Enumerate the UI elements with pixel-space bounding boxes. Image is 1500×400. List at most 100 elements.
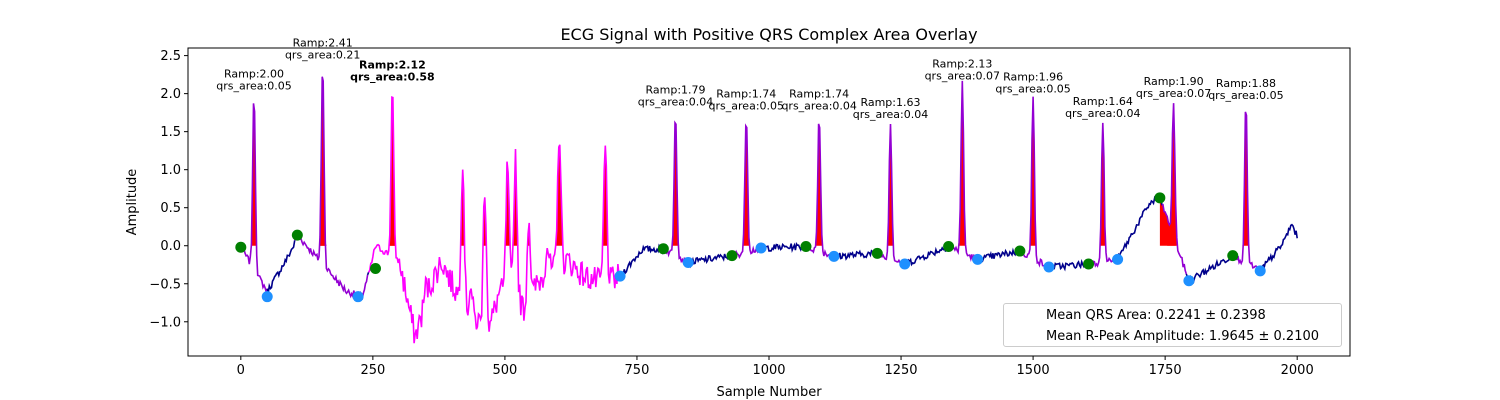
signal-segment — [366, 272, 370, 276]
y-tick-label: −1.0 — [149, 315, 181, 330]
peak-annotation-ramp: Ramp:1.74 — [716, 87, 776, 100]
offset-marker — [899, 258, 911, 270]
peak-annotation-area: qrs_area:0.58 — [350, 71, 435, 84]
y-tick-label: 0.0 — [160, 239, 181, 254]
peak-annotation-area: qrs_area:0.05 — [995, 83, 1070, 96]
peak-annotation-area: qrs_area:0.04 — [853, 108, 928, 121]
qrs-area-fill — [1159, 103, 1176, 246]
peak-annotation-ramp: Ramp:1.79 — [645, 84, 705, 97]
offset-marker — [614, 270, 626, 282]
offset-marker — [682, 256, 694, 268]
qrs-area-fill — [1026, 96, 1040, 246]
offset-marker — [828, 250, 840, 262]
qrs-area-fill — [372, 97, 611, 246]
x-tick-label: 250 — [360, 363, 385, 378]
offset-marker — [972, 253, 984, 265]
legend-entry-mean-qrs-area: Mean QRS Area: 0.2241 ± 0.2398 — [1046, 308, 1266, 323]
peak-annotation-area: qrs_area:0.05 — [216, 80, 291, 93]
annotation-layer: Ramp:2.00qrs_area:0.05Ramp:2.41qrs_area:… — [216, 36, 1283, 120]
peak-annotation-ramp: Ramp:1.90 — [1144, 75, 1204, 88]
signal-segment — [950, 80, 976, 262]
y-tick-label: 1.0 — [160, 163, 181, 178]
peak-annotation-ramp: Ramp:2.13 — [932, 58, 992, 71]
offset-marker — [352, 291, 364, 303]
x-tick-label: 1250 — [884, 363, 917, 378]
peak-annotation-ramp: Ramp:2.00 — [224, 68, 284, 81]
offset-marker — [1254, 265, 1266, 277]
onset-marker — [943, 240, 955, 252]
x-tick-label: 500 — [492, 363, 517, 378]
peak-annotation-area: qrs_area:0.07 — [1136, 87, 1211, 100]
onset-marker — [1154, 192, 1166, 204]
onset-marker — [1227, 250, 1239, 262]
qrs-area-fill — [309, 76, 347, 246]
onset-marker — [1083, 258, 1095, 270]
peak-annotation-ramp: Ramp:1.63 — [860, 96, 920, 109]
x-tick-label: 2000 — [1281, 363, 1314, 378]
y-tick-label: 0.5 — [160, 201, 181, 216]
signal-segment — [266, 240, 296, 293]
onset-marker — [726, 250, 738, 262]
x-tick-label: 0 — [237, 363, 245, 378]
signal-segment — [1259, 223, 1298, 270]
qrs-area-fill — [1096, 122, 1110, 246]
x-tick-label: 1000 — [752, 363, 785, 378]
signal-segment — [878, 123, 904, 267]
peak-annotation-area: qrs_area:0.04 — [781, 99, 856, 112]
signal-segment — [1114, 194, 1163, 263]
qrs-area-fill — [247, 103, 261, 246]
qrs-area-fill — [1239, 111, 1253, 246]
peak-annotation-ramp: Ramp:2.41 — [293, 36, 353, 49]
signal-segment — [1020, 96, 1047, 268]
peak-annotation-area: qrs_area:0.21 — [285, 48, 360, 61]
signal-segment — [294, 76, 369, 300]
peak-annotation-ramp: Ramp:2.12 — [359, 59, 426, 72]
y-tick-label: 2.0 — [160, 87, 181, 102]
signal-segment — [832, 249, 880, 261]
y-tick-label: −0.5 — [149, 277, 181, 292]
signal-segment — [806, 123, 833, 259]
x-tick-label: 750 — [625, 363, 650, 378]
y-tick-label: 1.5 — [160, 125, 181, 140]
peak-annotation-ramp: Ramp:1.88 — [1216, 77, 1276, 90]
legend: Mean QRS Area: 0.2241 ± 0.2398 Mean R-Pe… — [1003, 303, 1342, 347]
signal-segment — [1090, 122, 1117, 269]
peak-annotation-ramp: Ramp:1.96 — [1003, 71, 1063, 84]
signal-segment — [1161, 103, 1188, 275]
marker-layer — [235, 192, 1266, 303]
peak-annotation-area: qrs_area:0.05 — [1208, 89, 1283, 102]
signal-layer — [240, 76, 1298, 344]
chart-title: ECG Signal with Positive QRS Complex Are… — [560, 25, 977, 44]
qrs-area-fill — [669, 122, 682, 246]
axis-layer: 0 250 500 750 1000 1250 1500 1750 2000 −1.0 −0.5 0.… — [149, 49, 1313, 378]
signal-segment — [367, 96, 622, 344]
onset-marker — [291, 229, 303, 241]
qrs-area-fill-layer — [247, 76, 1253, 246]
signal-segment — [620, 243, 665, 277]
peak-annotation-ramp: Ramp:1.64 — [1073, 95, 1133, 108]
offset-marker — [755, 242, 767, 254]
offset-marker — [1112, 253, 1124, 265]
offset-marker — [261, 291, 273, 303]
onset-marker — [800, 240, 812, 252]
peak-annotation-area: qrs_area:0.05 — [709, 99, 784, 112]
onset-marker — [657, 243, 669, 255]
peak-annotation-area: qrs_area:0.04 — [638, 96, 713, 109]
x-axis-label: Sample Number — [716, 385, 822, 400]
signal-segment — [688, 251, 735, 269]
qrs-area-fill — [884, 124, 897, 246]
onset-marker — [871, 247, 883, 259]
signal-segment — [759, 241, 808, 254]
peak-annotation-ramp: Ramp:1.74 — [789, 87, 849, 100]
offset-marker — [1183, 275, 1195, 287]
offset-marker — [1043, 261, 1055, 273]
y-tick-label: 2.5 — [160, 49, 181, 64]
qrs-area-fill — [956, 80, 969, 246]
onset-marker — [1014, 245, 1026, 257]
onset-marker — [235, 241, 247, 253]
peak-annotation-area: qrs_area:0.04 — [1065, 107, 1140, 120]
signal-segment — [902, 245, 952, 269]
qrs-area-fill — [739, 126, 753, 246]
